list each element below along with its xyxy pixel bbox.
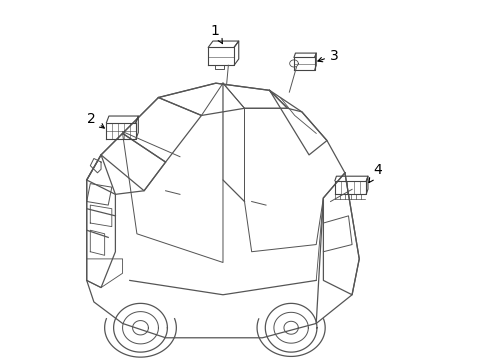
Text: 1: 1 [210, 24, 222, 44]
Text: 4: 4 [368, 163, 382, 183]
Text: 2: 2 [87, 112, 104, 128]
Text: 3: 3 [317, 49, 338, 63]
